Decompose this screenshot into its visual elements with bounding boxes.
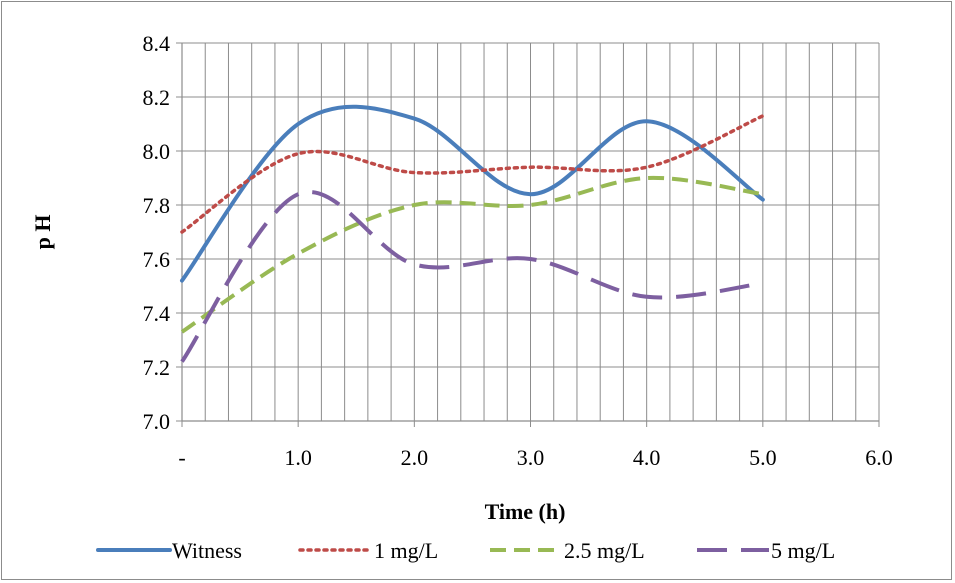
x-tick-label: 2.0 [401, 445, 429, 470]
x-axis-title: Time (h) [485, 499, 566, 524]
x-tick-label: 3.0 [517, 445, 545, 470]
tick-labels: 7.0 7.2 7.4 7.6 7.8 8.0 8.2 8.4 - 1.0 2.0 3.0 4.0 5.0… [143, 31, 893, 470]
x-tick-label: 6.0 [865, 445, 893, 470]
legend: Witness 1 mg/L 2.5 mg/L 5 mg/L [96, 538, 835, 563]
series-lines [180, 104, 765, 363]
y-tick-label: 8.4 [143, 31, 171, 56]
x-tick-label: - [178, 445, 185, 470]
y-tick-label: 7.4 [143, 301, 171, 326]
x-tick-label: 1.0 [284, 445, 312, 470]
legend-label-2-5-mg-l: 2.5 mg/L [564, 538, 645, 563]
x-tick-label: 5.0 [749, 445, 777, 470]
axes [176, 42, 880, 427]
y-tick-label: 7.6 [143, 247, 171, 272]
y-tick-label: 8.2 [143, 85, 171, 110]
series-line-witness [180, 104, 765, 283]
legend-label-witness: Witness [172, 538, 242, 563]
x-tick-label: 4.0 [633, 445, 661, 470]
y-tick-label: 8.0 [143, 139, 171, 164]
series-line-1-mg-l [180, 114, 765, 234]
gridlines [182, 42, 880, 421]
series-line-2-5-mg-l [180, 175, 764, 334]
y-tick-label: 7.2 [143, 355, 171, 380]
y-axis-title: p H [30, 215, 55, 250]
legend-label-5-mg-l: 5 mg/L [771, 538, 835, 563]
y-tick-label: 7.8 [143, 193, 171, 218]
legend-label-1-mg-l: 1 mg/L [374, 538, 438, 563]
y-tick-label: 7.0 [143, 409, 171, 434]
series-line-5-mg-l [180, 190, 764, 363]
